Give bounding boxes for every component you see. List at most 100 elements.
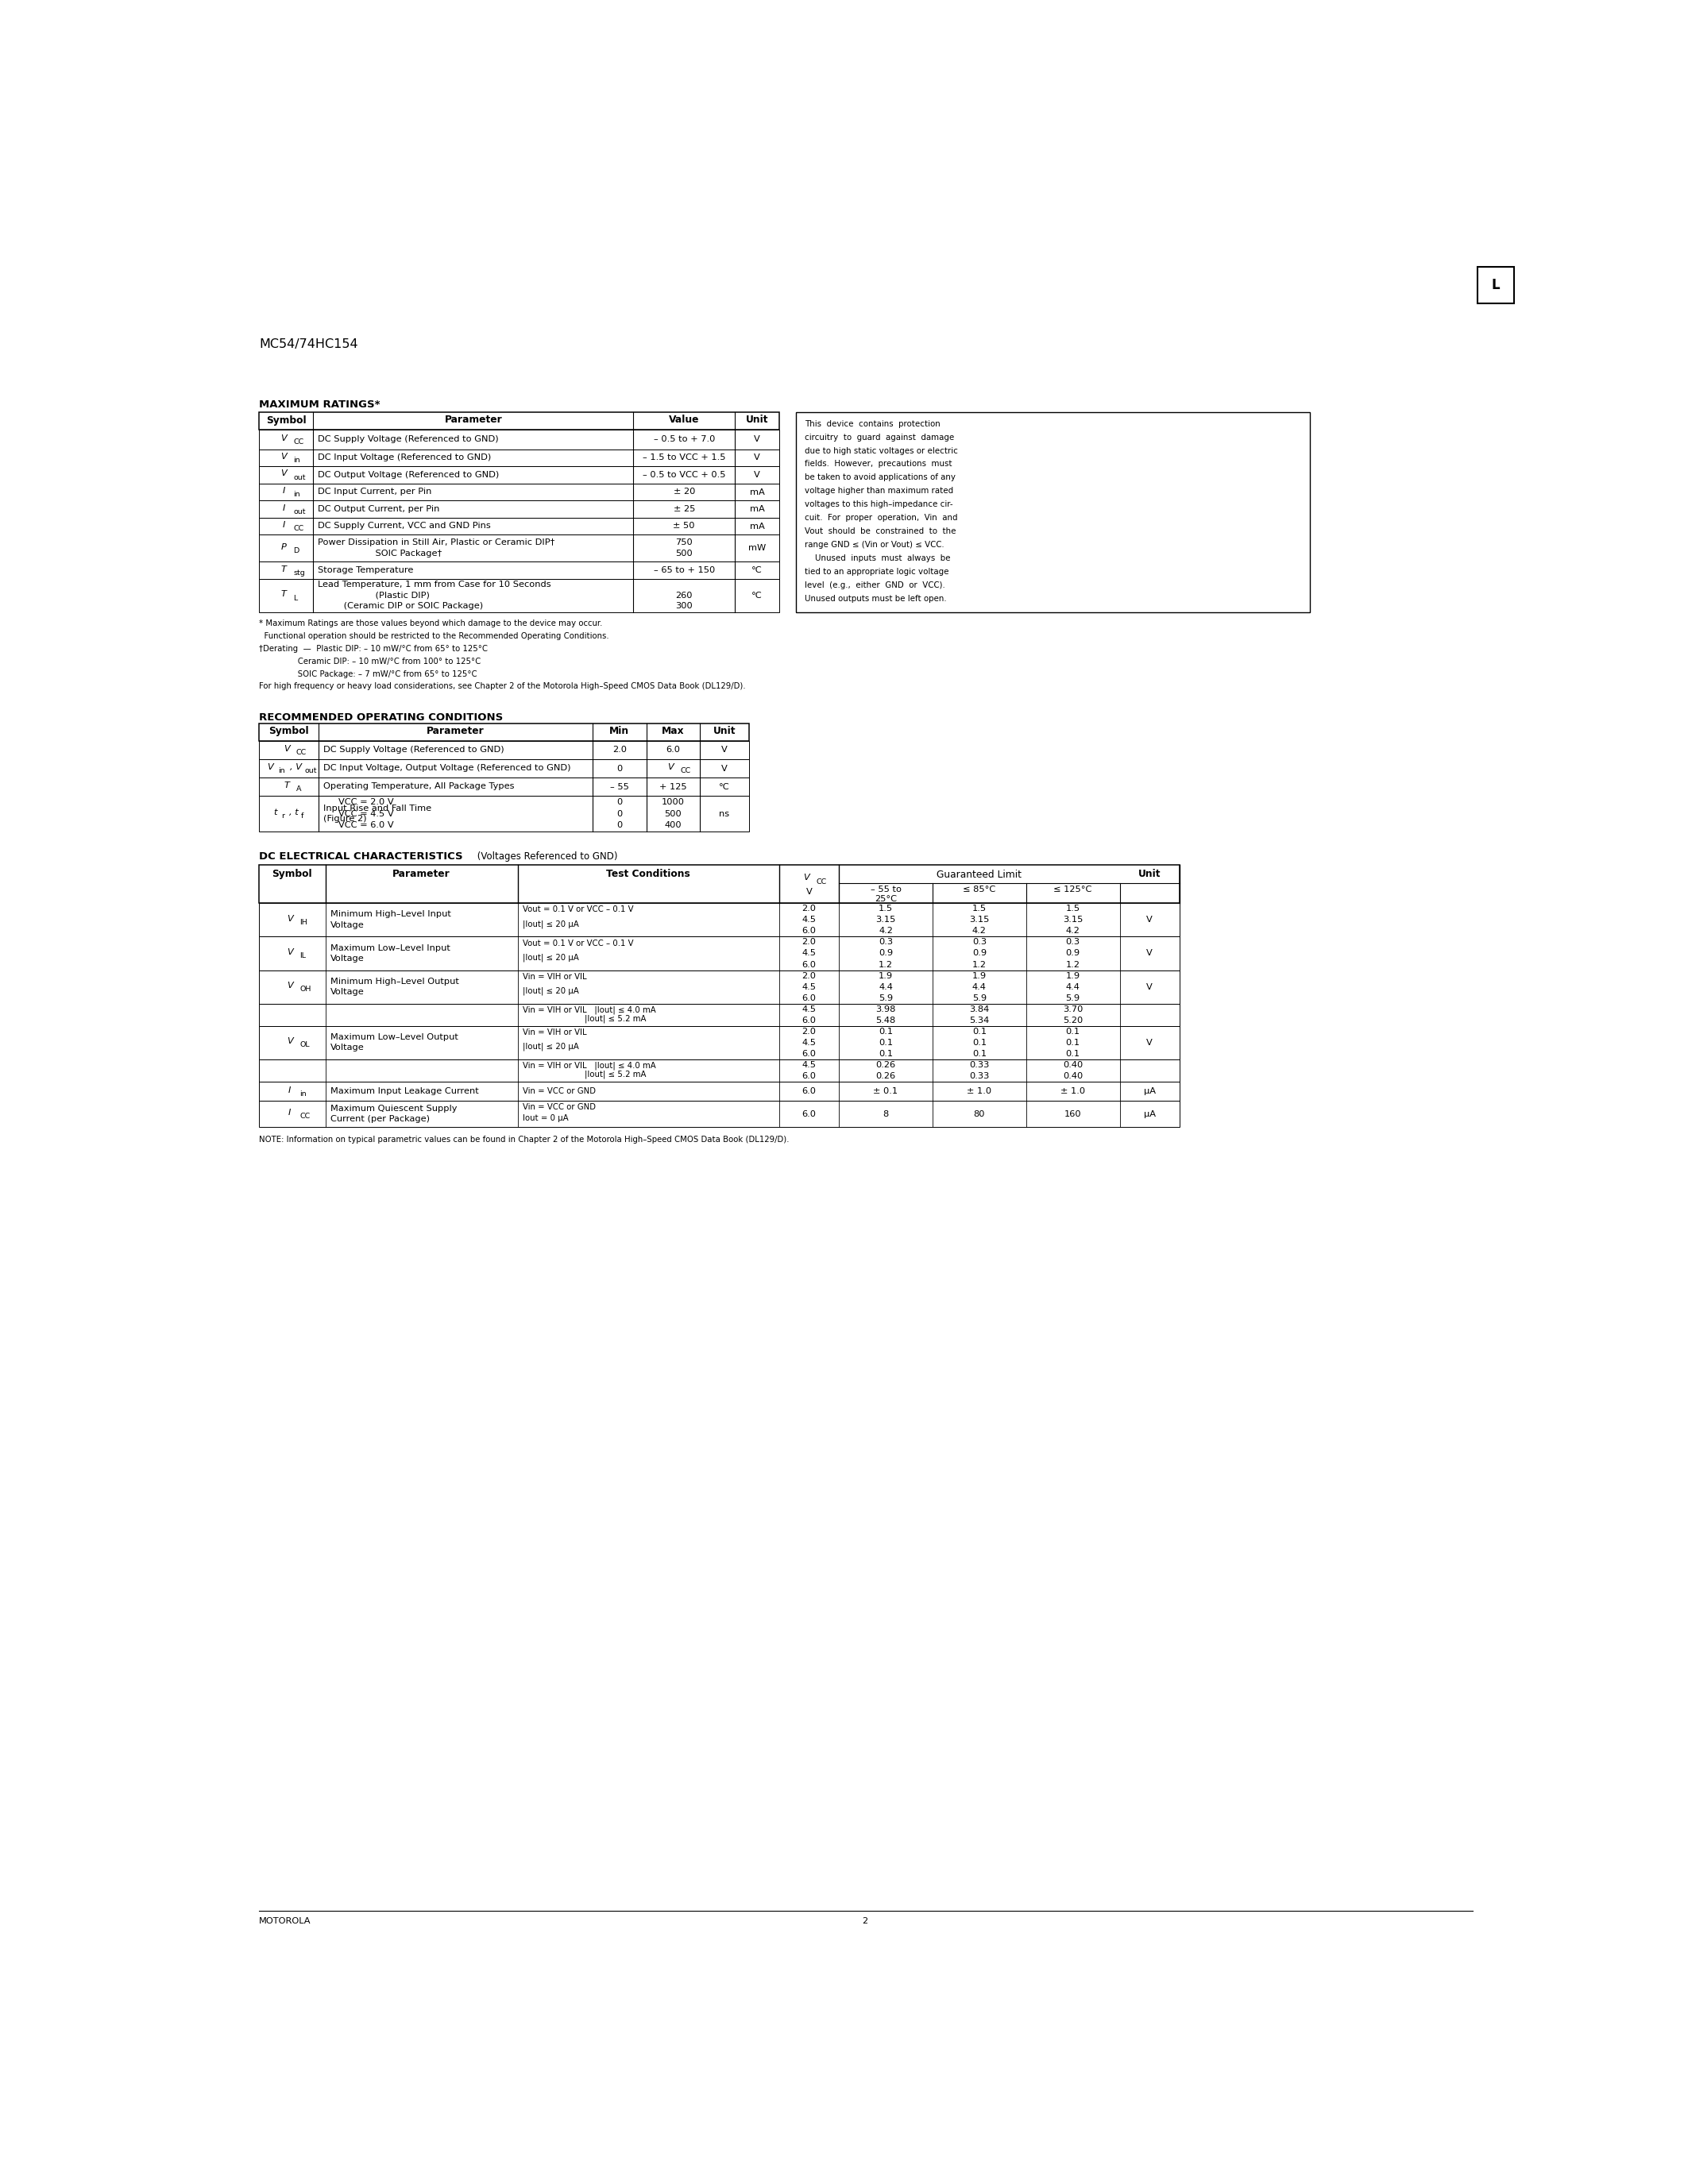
- Text: – 0.5 to + 7.0: – 0.5 to + 7.0: [653, 435, 714, 443]
- Text: MC54/74HC154: MC54/74HC154: [258, 339, 358, 349]
- Text: in: in: [300, 1090, 307, 1096]
- Text: |Iout| ≤ 20 µA: |Iout| ≤ 20 µA: [523, 987, 579, 996]
- Text: Symbol: Symbol: [267, 415, 306, 426]
- Text: 160: 160: [1065, 1109, 1082, 1118]
- Text: Value: Value: [668, 415, 699, 426]
- Text: °C: °C: [751, 592, 763, 601]
- Text: 4.2: 4.2: [1065, 926, 1080, 935]
- Text: |Iout| ≤ 5.2 mA: |Iout| ≤ 5.2 mA: [523, 1070, 647, 1079]
- Text: 0.33: 0.33: [969, 1072, 989, 1079]
- Text: Power Dissipation in Still Air, Plastic or Ceramic DIP†: Power Dissipation in Still Air, Plastic …: [317, 539, 555, 546]
- Bar: [258, 970, 1180, 1005]
- Text: 500: 500: [675, 550, 692, 557]
- Text: OH: OH: [300, 985, 311, 994]
- Text: DC Input Voltage, Output Voltage (Referenced to GND): DC Input Voltage, Output Voltage (Refere…: [324, 764, 571, 773]
- Text: 1000: 1000: [662, 797, 685, 806]
- Text: 0: 0: [616, 764, 623, 773]
- Text: OL: OL: [300, 1042, 309, 1048]
- Text: 0.3: 0.3: [878, 939, 893, 946]
- Text: Ceramic DIP: – 10 mW/°C from 100° to 125°C: Ceramic DIP: – 10 mW/°C from 100° to 125…: [258, 657, 481, 666]
- Text: 6.0: 6.0: [665, 747, 680, 753]
- Text: Iout = 0 µA: Iout = 0 µA: [523, 1114, 569, 1123]
- Text: 0.3: 0.3: [972, 939, 986, 946]
- Text: 0.9: 0.9: [1065, 950, 1080, 957]
- Text: V: V: [755, 435, 760, 443]
- Text: range GND ≤ (Vin or Vout) ≤ VCC.: range GND ≤ (Vin or Vout) ≤ VCC.: [805, 542, 944, 548]
- Bar: [1477, 266, 1514, 304]
- Text: 0: 0: [616, 821, 623, 830]
- Bar: [258, 1026, 1180, 1059]
- Text: – 1.5 to VCC + 1.5: – 1.5 to VCC + 1.5: [643, 454, 726, 461]
- Text: Voltage: Voltage: [331, 922, 365, 928]
- Text: 1.2: 1.2: [1065, 961, 1080, 968]
- Text: L: L: [294, 594, 297, 601]
- Text: |Iout| ≤ 20 µA: |Iout| ≤ 20 µA: [523, 954, 579, 961]
- Text: V: V: [667, 762, 674, 771]
- Text: Functional operation should be restricted to the Recommended Operating Condition: Functional operation should be restricte…: [258, 633, 609, 640]
- Text: in: in: [279, 767, 285, 775]
- Text: V: V: [287, 983, 294, 989]
- Bar: [258, 740, 749, 760]
- Text: mA: mA: [749, 522, 765, 531]
- Text: I: I: [289, 1085, 290, 1094]
- Text: 0.1: 0.1: [878, 1051, 893, 1057]
- Text: 3.15: 3.15: [969, 915, 989, 924]
- Text: in: in: [294, 491, 300, 498]
- Bar: [258, 500, 780, 518]
- Bar: [258, 413, 780, 430]
- Text: V: V: [287, 948, 294, 957]
- Text: °C: °C: [719, 782, 729, 791]
- Text: I: I: [289, 1109, 290, 1116]
- Text: 4.5: 4.5: [802, 1061, 817, 1068]
- Text: |Iout| ≤ 20 µA: |Iout| ≤ 20 µA: [523, 919, 579, 928]
- Text: Unused  inputs  must  always  be: Unused inputs must always be: [805, 555, 950, 561]
- Bar: [258, 579, 780, 612]
- Text: |Iout| ≤ 5.2 mA: |Iout| ≤ 5.2 mA: [523, 1016, 647, 1022]
- Text: 3.84: 3.84: [969, 1005, 989, 1013]
- Text: V: V: [280, 470, 287, 478]
- Text: Maximum Input Leakage Current: Maximum Input Leakage Current: [331, 1088, 479, 1094]
- Text: Max: Max: [662, 727, 684, 736]
- Text: f: f: [300, 812, 304, 819]
- Text: 5.34: 5.34: [969, 1016, 989, 1024]
- Text: Current (per Package): Current (per Package): [331, 1116, 430, 1123]
- Text: 4.5: 4.5: [802, 1040, 817, 1046]
- Bar: [258, 535, 780, 561]
- Text: 4.2: 4.2: [879, 926, 893, 935]
- Text: V: V: [803, 874, 810, 880]
- Text: Unit: Unit: [712, 727, 736, 736]
- Text: 0.1: 0.1: [1065, 1051, 1080, 1057]
- Text: Parameter: Parameter: [393, 869, 451, 880]
- Text: Maximum Quiescent Supply: Maximum Quiescent Supply: [331, 1105, 457, 1112]
- Text: Vin = VCC or GND: Vin = VCC or GND: [523, 1103, 596, 1112]
- Text: CC: CC: [815, 878, 827, 885]
- Text: VCC = 6.0 V: VCC = 6.0 V: [338, 821, 393, 830]
- Text: V: V: [267, 762, 273, 771]
- Bar: [258, 795, 749, 832]
- Text: 6.0: 6.0: [802, 961, 817, 968]
- Text: CC: CC: [300, 1114, 311, 1120]
- Text: V: V: [284, 745, 290, 753]
- Text: * Maximum Ratings are those values beyond which damage to the device may occur.: * Maximum Ratings are those values beyon…: [258, 620, 603, 627]
- Text: 3.98: 3.98: [876, 1005, 896, 1013]
- Text: 500: 500: [665, 810, 682, 817]
- Text: V: V: [287, 1037, 294, 1046]
- Bar: [258, 483, 780, 500]
- Text: 4.4: 4.4: [972, 983, 986, 992]
- Text: VCC = 4.5 V: VCC = 4.5 V: [338, 810, 393, 817]
- Bar: [258, 561, 780, 579]
- Text: V: V: [280, 452, 287, 461]
- Text: ± 25: ± 25: [674, 505, 695, 513]
- Text: ± 20: ± 20: [674, 487, 695, 496]
- Text: 400: 400: [665, 821, 682, 830]
- Text: DC ELECTRICAL CHARACTERISTICS: DC ELECTRICAL CHARACTERISTICS: [258, 852, 463, 863]
- Text: 0.9: 0.9: [878, 950, 893, 957]
- Text: mA: mA: [749, 505, 765, 513]
- Text: T: T: [280, 590, 287, 598]
- Bar: [258, 430, 780, 450]
- Text: – 0.5 to VCC + 0.5: – 0.5 to VCC + 0.5: [643, 472, 726, 478]
- Text: 4.5: 4.5: [802, 950, 817, 957]
- Text: °C: °C: [751, 566, 763, 574]
- Text: Vin = VIH or VIL: Vin = VIH or VIL: [523, 1029, 586, 1037]
- Text: Vin = VIH or VIL   |Iout| ≤ 4.0 mA: Vin = VIH or VIL |Iout| ≤ 4.0 mA: [523, 1061, 655, 1070]
